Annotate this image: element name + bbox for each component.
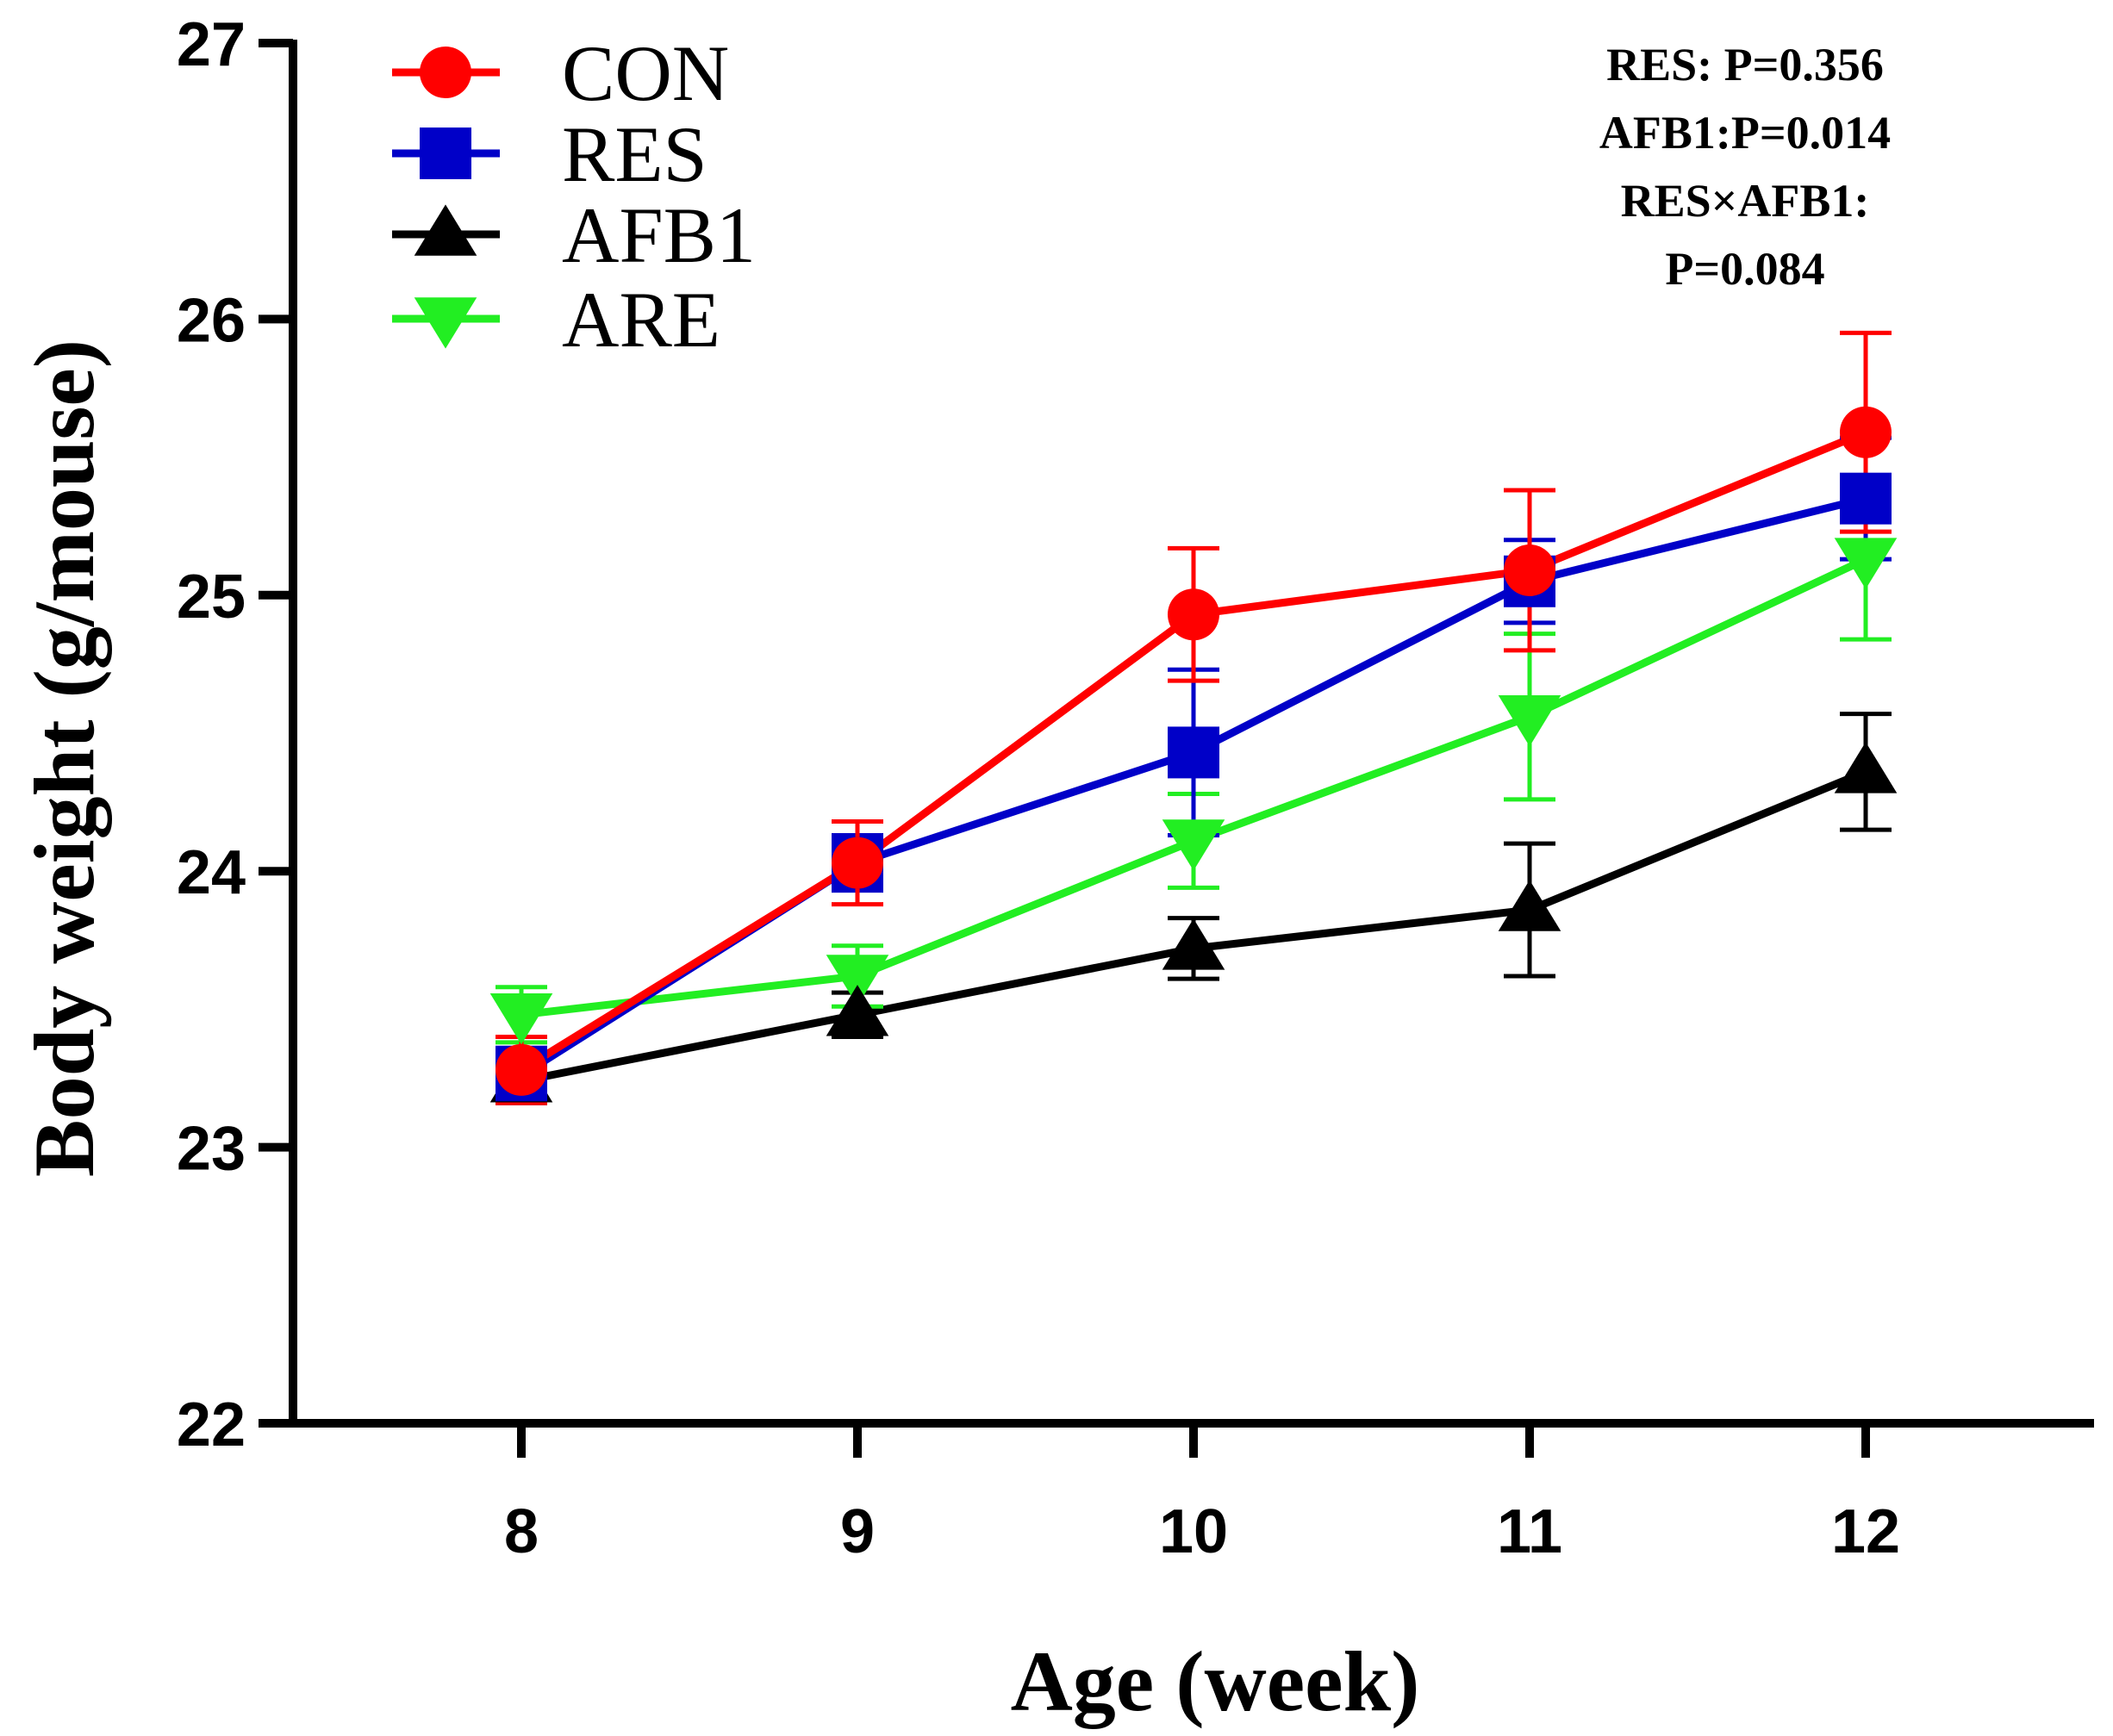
data-point-res [1840, 472, 1892, 525]
series-markers [489, 406, 1898, 1103]
x-tick-label: 8 [504, 1497, 539, 1566]
legend-item-are: ARE [392, 276, 720, 364]
data-point-are [826, 955, 889, 1006]
legend-marker-afb1 [414, 204, 477, 256]
error-bars [496, 330, 1892, 1105]
x-axis-ticks: 8 9 10 11 12 [504, 1423, 1900, 1566]
data-point-con [1504, 544, 1555, 596]
legend-item-afb1: AFB1 [392, 191, 756, 279]
data-point-afb1 [826, 985, 889, 1036]
y-tick-label: 23 [177, 1115, 246, 1184]
data-point-are [489, 993, 553, 1045]
y-tick-label: 24 [177, 838, 246, 907]
legend-item-con: CON [392, 29, 729, 117]
stat-line-afb1: AFB1:P=0.014 [1599, 107, 1891, 159]
data-point-afb1 [1498, 880, 1561, 931]
data-point-con [832, 837, 883, 889]
statistics-annotation: RES: P=0.356 AFB1:P=0.014 RES×AFB1: P=0.… [1599, 39, 1891, 295]
stat-line-res: RES: P=0.356 [1606, 39, 1884, 90]
x-axis-title: Age (week) [1011, 1633, 1420, 1729]
legend-label: AFB1 [562, 191, 756, 279]
data-point-are [1834, 538, 1898, 589]
x-tick-label: 10 [1159, 1497, 1228, 1566]
legend-label: ARE [562, 276, 720, 364]
x-tick-label: 9 [840, 1497, 875, 1566]
legend-item-res: RES [392, 110, 707, 198]
y-tick-label: 22 [177, 1391, 246, 1459]
data-point-res [1168, 726, 1219, 779]
x-tick-label: 11 [1497, 1497, 1562, 1566]
y-tick-label: 25 [177, 563, 246, 632]
legend-label: RES [562, 110, 707, 198]
data-point-con [496, 1043, 547, 1096]
legend-marker-res [420, 128, 471, 179]
data-point-afb1 [1162, 918, 1225, 970]
y-axis-title: Body weight (g/mouse) [16, 339, 112, 1177]
data-point-con [1840, 406, 1892, 458]
y-tick-label: 26 [177, 286, 246, 355]
data-point-afb1 [1834, 742, 1898, 793]
data-point-are [1162, 819, 1225, 871]
y-axis-ticks: 22 23 24 25 26 27 [177, 10, 293, 1459]
x-tick-label: 12 [1831, 1497, 1900, 1566]
data-point-are [1498, 695, 1561, 747]
legend-marker-are [414, 297, 477, 349]
stat-line-interaction: RES×AFB1: [1621, 175, 1870, 227]
stat-line-interaction-p: P=0.084 [1665, 243, 1824, 295]
data-point-con [1168, 588, 1219, 641]
legend-marker-con [420, 47, 471, 98]
y-tick-label: 27 [177, 10, 246, 79]
legend-label: CON [562, 29, 729, 117]
